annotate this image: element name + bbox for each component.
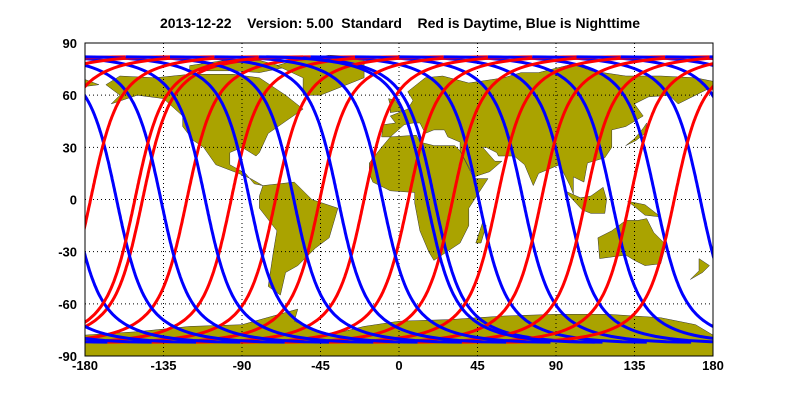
x-tick-label: 45 [470, 358, 484, 373]
land-antarctica [85, 309, 713, 356]
y-tick-label: -60 [58, 297, 77, 312]
x-tick-label: 90 [549, 358, 563, 373]
land-australia [598, 219, 666, 266]
nighttime-track [709, 57, 800, 342]
y-tick-label: 30 [63, 140, 77, 155]
x-tick-label: -45 [311, 358, 330, 373]
daytime-track [0, 57, 37, 342]
y-tick-label: 90 [63, 36, 77, 51]
y-axis: 90 60 30 0 -30 -60 -90 [58, 36, 77, 364]
nighttime-track [621, 57, 800, 342]
y-tick-label: 60 [63, 88, 77, 103]
nighttime-track [0, 57, 63, 342]
x-tick-label: -90 [233, 358, 252, 373]
x-tick-label: 0 [395, 358, 402, 373]
y-tick-label: -30 [58, 245, 77, 260]
x-tick-label: -135 [150, 358, 176, 373]
y-tick-label: -90 [58, 349, 77, 364]
nighttime-track [0, 57, 19, 342]
land-new-zealand [690, 259, 709, 280]
chart-title: 2013-12-22 Version: 5.00 Standard Red is… [160, 15, 640, 31]
y-tick-label: 0 [70, 193, 77, 208]
x-tick-label: 135 [624, 358, 646, 373]
nighttime-track [754, 57, 800, 342]
x-tick-label: 180 [702, 358, 724, 373]
